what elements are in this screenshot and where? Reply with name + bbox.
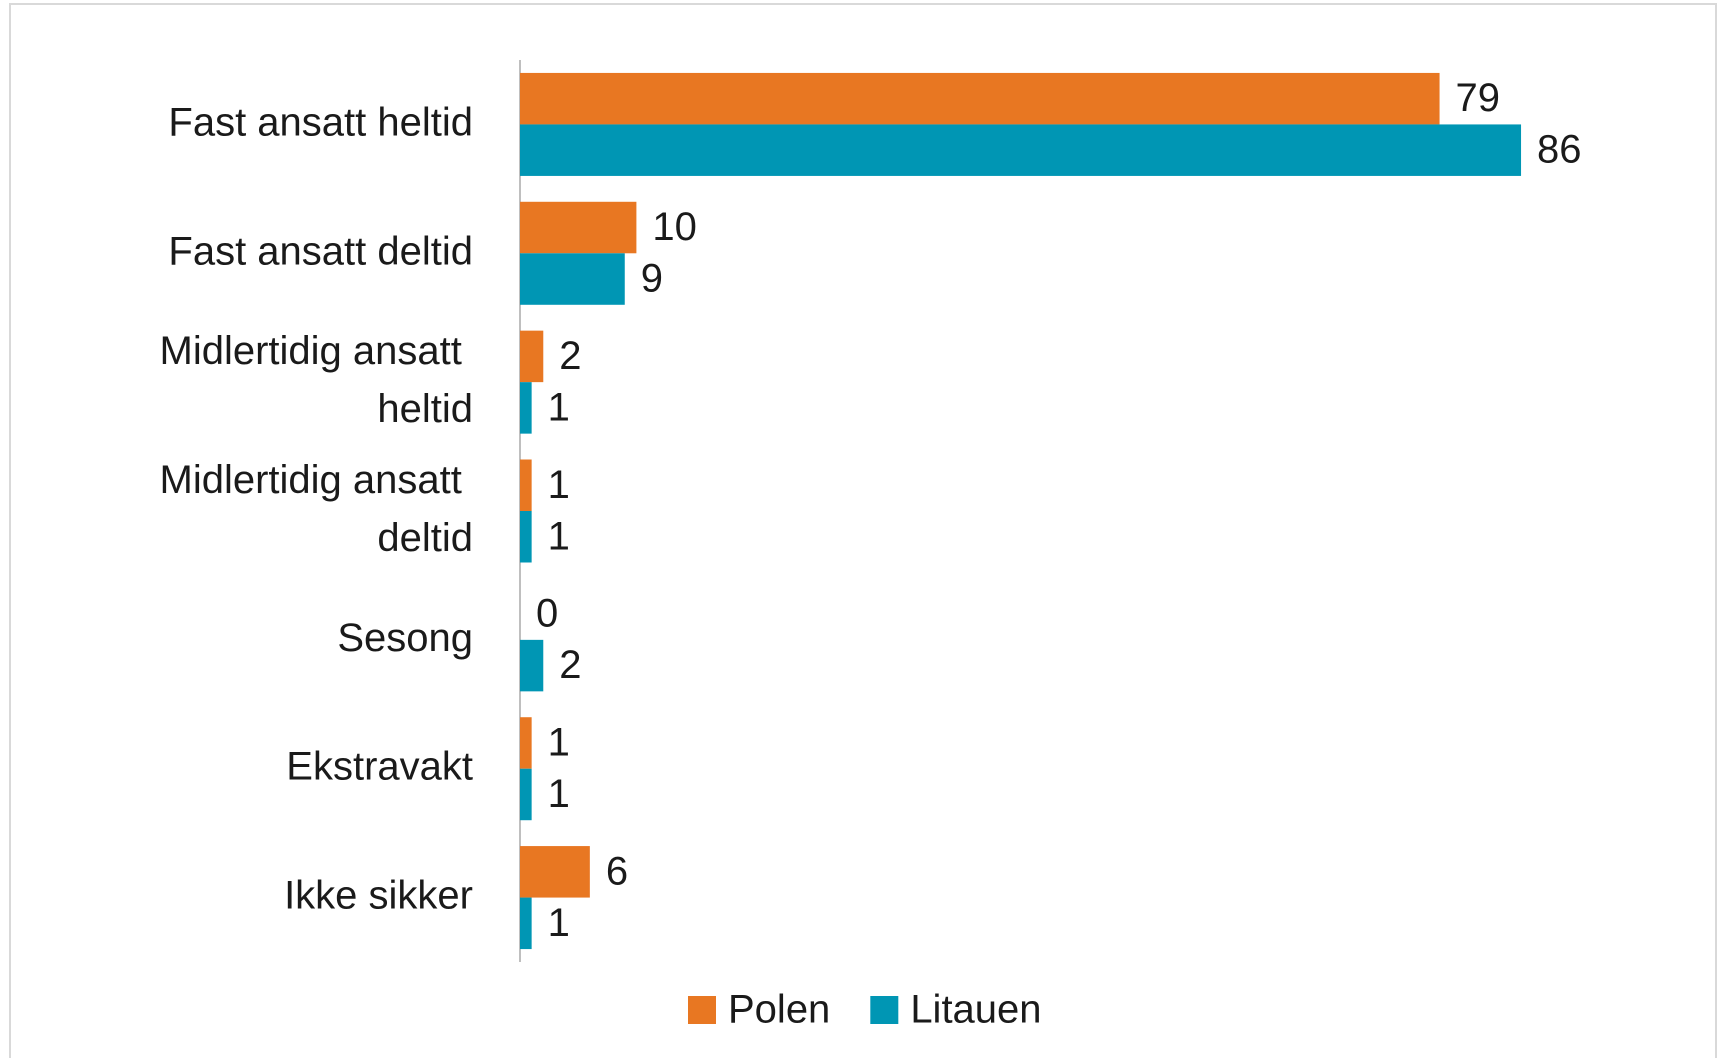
value-label: 10	[652, 205, 697, 249]
legend-label: Polen	[728, 988, 830, 1032]
bar	[520, 382, 532, 434]
y-tick-label: Midlertidig ansatt deltid	[160, 458, 473, 560]
bar	[520, 459, 532, 511]
value-label: 1	[548, 772, 570, 816]
value-label: 86	[1537, 128, 1582, 172]
bar	[520, 511, 532, 563]
value-label: 79	[1456, 76, 1501, 120]
bar	[520, 124, 1522, 176]
value-label: 1	[548, 385, 570, 429]
bar	[520, 846, 590, 898]
value-label: 6	[606, 849, 628, 893]
bar	[520, 897, 532, 950]
legend-swatch	[688, 996, 716, 1024]
bar	[520, 768, 532, 821]
bar	[520, 639, 544, 692]
value-label: 9	[641, 257, 663, 301]
legend-label: Litauen	[910, 988, 1041, 1032]
y-tick-label: Sesong	[337, 615, 473, 659]
value-label: 1	[548, 463, 570, 507]
chart-frame	[9, 3, 1717, 1063]
value-label: 2	[559, 643, 581, 687]
bar	[520, 201, 637, 254]
value-label: 1	[548, 514, 570, 558]
bar	[520, 717, 532, 769]
y-tick-label: Fast ansatt deltid	[168, 229, 473, 273]
y-tick-label: Ikke sikker	[284, 873, 473, 917]
bar	[520, 72, 1440, 125]
value-label: 1	[548, 721, 570, 765]
value-label: 1	[548, 901, 570, 945]
bar	[520, 330, 544, 383]
legend-swatch	[870, 996, 899, 1024]
y-tick-label: Ekstravakt	[286, 744, 473, 788]
bar	[520, 253, 625, 305]
y-tick-label: Fast ansatt heltid	[168, 100, 473, 144]
value-label: 0	[536, 592, 558, 636]
value-label: 2	[559, 334, 581, 378]
y-tick-label: Midlertidig ansatt heltid	[160, 329, 473, 431]
